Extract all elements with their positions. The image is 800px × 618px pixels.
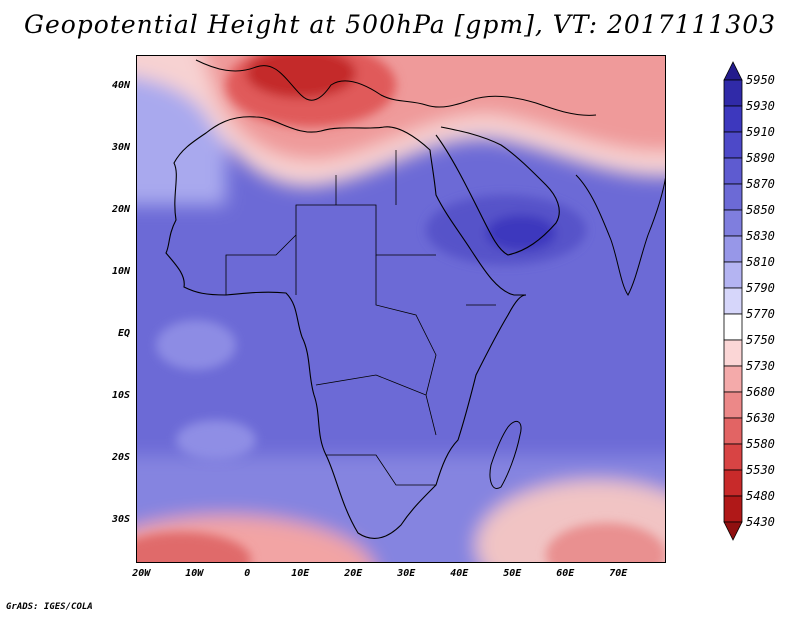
colorbar-cell	[723, 209, 743, 237]
colorbar-level-label: 5790	[746, 281, 775, 295]
lon-tick-label: 70E	[609, 568, 628, 579]
colorbar-cell	[723, 469, 743, 497]
colorbar-cell	[723, 157, 743, 185]
lon-tick-label: 10W	[185, 568, 204, 579]
lon-tick-label: 50E	[503, 568, 522, 579]
lat-tick-label: 10S	[111, 389, 130, 401]
coastline-madagascar	[489, 420, 522, 489]
colorbar-cell	[723, 339, 743, 367]
lon-tick-label: 10E	[291, 568, 310, 579]
colorbar-cell	[723, 131, 743, 159]
field-south-patch	[176, 420, 256, 460]
colorbar-level-label: 5480	[746, 489, 775, 503]
lon-tick-label: 20E	[344, 568, 363, 579]
colorbar-level-label: 5930	[746, 99, 775, 113]
colorbar-bottom-arrow	[723, 521, 743, 541]
lon-tick-label: 20W	[132, 568, 151, 579]
coastline-europe	[195, 59, 597, 116]
colorbar-cell	[723, 365, 743, 393]
colorbar-cell	[723, 261, 743, 289]
field-equator-patch	[156, 320, 236, 370]
colorbar-cell	[723, 183, 743, 211]
colorbar-level-label: 5580	[746, 437, 775, 451]
country-borders	[225, 150, 496, 486]
lat-tick-label: EQ	[117, 327, 130, 339]
colorbar-level-label: 5870	[746, 177, 775, 191]
colorbar-level-label: 5530	[746, 463, 775, 477]
colorbar-cell	[723, 495, 743, 523]
lon-tick-label: 40E	[450, 568, 469, 579]
colorbar-cell	[723, 79, 743, 107]
lon-tick-label: 30E	[397, 568, 416, 579]
colorbar-level-label: 5890	[746, 151, 775, 165]
map-frame	[136, 55, 666, 563]
lat-tick-label: 30S	[111, 513, 130, 525]
lat-tick-label: 40N	[111, 79, 130, 91]
field-southeast-low	[546, 523, 666, 563]
grads-credit: GrADS: IGES/COLA	[6, 602, 93, 612]
colorbar-cell	[723, 391, 743, 419]
colorbar-level-label: 5950	[746, 73, 775, 87]
colorbar-cell	[723, 417, 743, 445]
colorbar-level-label: 5750	[746, 333, 775, 347]
coastline-india	[575, 174, 666, 296]
colorbar-level-label: 5770	[746, 307, 775, 321]
colorbar-cell	[723, 443, 743, 471]
colorbar-cell	[723, 105, 743, 133]
lon-tick-label: 60E	[556, 568, 575, 579]
colorbar-level-label: 5910	[746, 125, 775, 139]
colorbar: 5950 5930 5910 5890 5870 5850 5830 5810 5790 5770…	[723, 61, 775, 541]
field-southwest-low	[136, 532, 251, 563]
lat-tick-label: 10N	[111, 265, 130, 277]
colorbar-cell	[723, 235, 743, 263]
colorbar-level-label: 5430	[746, 515, 775, 529]
colorbar-top-arrow	[723, 61, 743, 81]
colorbar-level-label: 5810	[746, 255, 775, 269]
colorbar-level-label: 5850	[746, 203, 775, 217]
colorbar-cell	[723, 287, 743, 315]
lat-tick-label: 20N	[111, 203, 130, 215]
field-trough-core	[246, 55, 356, 98]
field-ridge-core	[486, 215, 556, 251]
colorbar-level-label: 5730	[746, 359, 775, 373]
lat-tick-label: 30N	[111, 141, 130, 153]
map-plot	[136, 55, 666, 563]
colorbar-level-label: 5680	[746, 385, 775, 399]
chart-title: Geopotential Height at 500hPa [gpm], VT:…	[23, 10, 777, 39]
coastline-arabia	[435, 126, 560, 256]
colorbar-level-label: 5830	[746, 229, 775, 243]
lat-tick-label: 20S	[111, 451, 130, 463]
colorbar-level-label: 5630	[746, 411, 775, 425]
lon-tick-label: 0	[244, 568, 251, 579]
colorbar-cell	[723, 313, 743, 341]
